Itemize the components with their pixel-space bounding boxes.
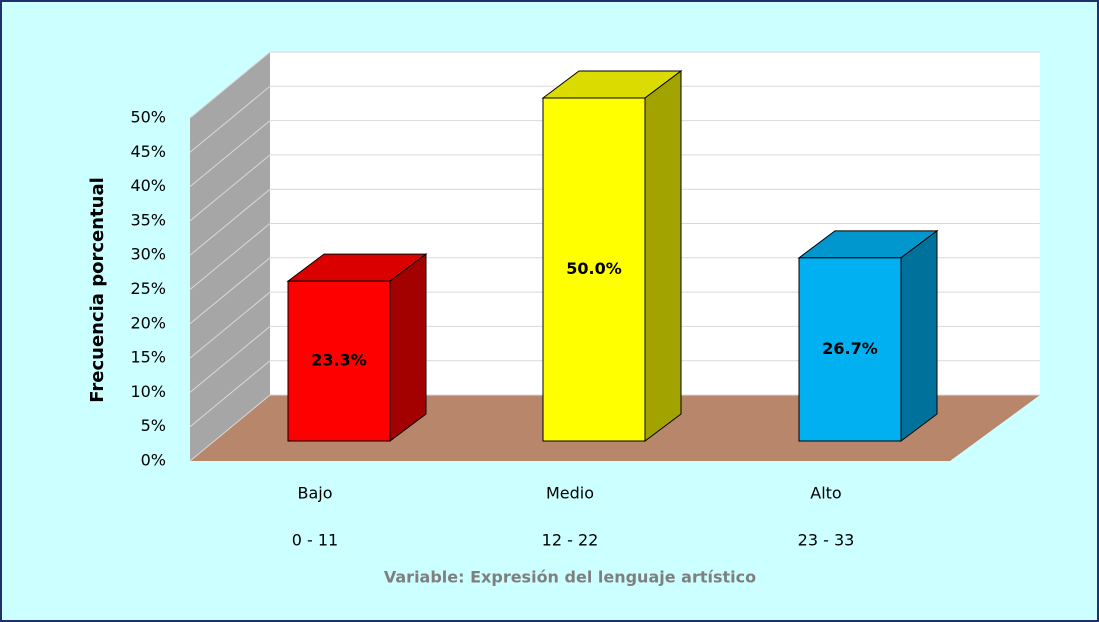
- y-tick-label: 45%: [130, 142, 166, 161]
- grid-line: [189, 223, 271, 290]
- grid-line: [189, 188, 271, 256]
- bar: [542, 97, 646, 442]
- x-tick-label: 12 - 22: [542, 531, 599, 550]
- bar-side: [900, 229, 938, 442]
- bar-side: [644, 70, 682, 442]
- grid-line: [189, 291, 271, 359]
- value-label: 50.0%: [566, 259, 622, 278]
- x-tick-label: 0 - 11: [292, 531, 338, 550]
- x-tick-label: Bajo: [297, 484, 332, 503]
- y-tick-label: 10%: [130, 382, 166, 401]
- bar: [287, 280, 391, 442]
- y-tick-label: 0%: [141, 451, 166, 470]
- grid-line: [189, 326, 271, 393]
- y-axis-title: Frecuencia porcentual: [87, 177, 108, 403]
- grid-line: [189, 85, 271, 153]
- bar: [798, 257, 902, 442]
- y-tick-label: 5%: [141, 416, 166, 435]
- grid-line: [189, 51, 271, 119]
- x-tick-label: Medio: [546, 484, 594, 503]
- value-label: 23.3%: [311, 351, 367, 370]
- grid-line: [189, 394, 271, 462]
- grid-line: [189, 257, 271, 325]
- value-label: 26.7%: [822, 339, 878, 358]
- x-axis-title: Variable: Expresión del lenguaje artísti…: [384, 568, 756, 587]
- x-tick-label: Alto: [810, 484, 841, 503]
- bar-side: [389, 253, 427, 442]
- grid-line: [189, 120, 271, 187]
- grid-line: [189, 360, 271, 428]
- grid-line: [189, 154, 271, 222]
- y-tick-label: 30%: [130, 245, 166, 264]
- y-tick-label: 40%: [130, 176, 166, 195]
- y-tick-label: 25%: [130, 279, 166, 298]
- x-tick-label: 23 - 33: [798, 531, 855, 550]
- y-tick-label: 35%: [130, 210, 166, 229]
- y-tick-label: 15%: [130, 348, 166, 367]
- y-tick-label: 50%: [130, 108, 166, 127]
- y-tick-label: 20%: [130, 313, 166, 332]
